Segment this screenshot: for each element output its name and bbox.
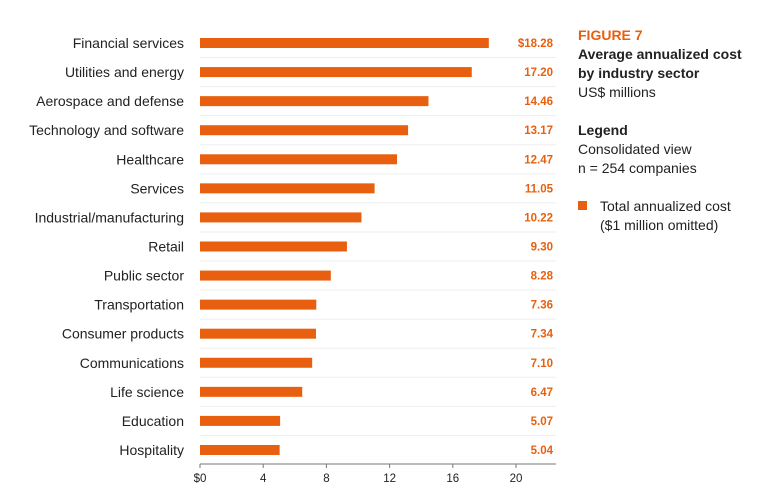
category-label: Hospitality xyxy=(119,442,184,458)
legend-item-line1: Total annualized cost xyxy=(600,198,731,214)
category-label: Healthcare xyxy=(116,151,184,167)
bar xyxy=(200,444,280,455)
chart-title-line1: Average annualized cost xyxy=(578,46,742,62)
value-label: 12.47 xyxy=(524,154,553,166)
bar xyxy=(200,386,303,397)
x-tick-label: 8 xyxy=(323,473,329,485)
value-label: 14.46 xyxy=(524,96,553,108)
value-label: 17.20 xyxy=(524,67,553,79)
units-label: US$ millions xyxy=(578,84,656,100)
value-label: 11.05 xyxy=(525,183,554,195)
value-label: 5.07 xyxy=(531,416,553,428)
category-label: Transportation xyxy=(94,297,184,313)
legend-item: Total annualized cost ($1 million omitte… xyxy=(578,197,768,235)
value-label: 8.28 xyxy=(531,271,554,283)
x-tick-label: 12 xyxy=(383,473,396,485)
value-label: 7.36 xyxy=(531,300,553,312)
bar xyxy=(200,415,281,426)
bar xyxy=(200,241,347,252)
x-tick-label: $0 xyxy=(194,473,207,485)
x-tick-label: 16 xyxy=(446,473,459,485)
category-label: Technology and software xyxy=(29,122,184,138)
value-label: 10.22 xyxy=(524,212,553,224)
bar xyxy=(200,38,489,48)
legend-item-line2: ($1 million omitted) xyxy=(600,217,719,233)
figure-label: FIGURE 7 xyxy=(578,27,643,43)
bar xyxy=(200,299,317,310)
chart-title-line2: by industry sector xyxy=(578,65,700,81)
category-label: Utilities and energy xyxy=(65,64,184,80)
legend-heading: Legend xyxy=(578,122,628,138)
category-label: Services xyxy=(130,180,184,196)
x-tick-label: 20 xyxy=(510,473,523,485)
bar xyxy=(200,154,398,165)
bar xyxy=(200,328,316,339)
x-tick-label: 4 xyxy=(260,473,267,485)
category-label: Financial services xyxy=(73,35,184,51)
category-label: Public sector xyxy=(104,268,184,284)
category-label: Consumer products xyxy=(62,326,184,342)
value-label: 6.47 xyxy=(531,387,553,399)
bar xyxy=(200,125,409,136)
bar xyxy=(200,357,313,368)
value-label: 13.17 xyxy=(524,125,553,137)
bar xyxy=(200,183,375,194)
value-label: 7.34 xyxy=(531,329,554,341)
category-label: Aerospace and defense xyxy=(36,93,184,109)
category-label: Industrial/manufacturing xyxy=(35,209,184,225)
legend-line1: Consolidated view xyxy=(578,141,692,157)
bar xyxy=(200,212,362,223)
value-label: 7.10 xyxy=(531,358,553,370)
category-label: Education xyxy=(122,413,184,429)
category-label: Retail xyxy=(148,238,184,254)
category-label: Life science xyxy=(110,384,184,400)
legend-swatch xyxy=(578,201,587,210)
bar xyxy=(200,270,331,281)
legend-line2: n = 254 companies xyxy=(578,160,697,176)
value-label: 9.30 xyxy=(531,241,553,253)
category-label: Communications xyxy=(80,355,184,371)
value-label: 5.04 xyxy=(531,445,554,457)
side-panel: FIGURE 7 Average annualized cost by indu… xyxy=(578,26,768,235)
bar xyxy=(200,67,472,78)
bar xyxy=(200,96,429,107)
value-label: $18.28 xyxy=(518,38,554,50)
